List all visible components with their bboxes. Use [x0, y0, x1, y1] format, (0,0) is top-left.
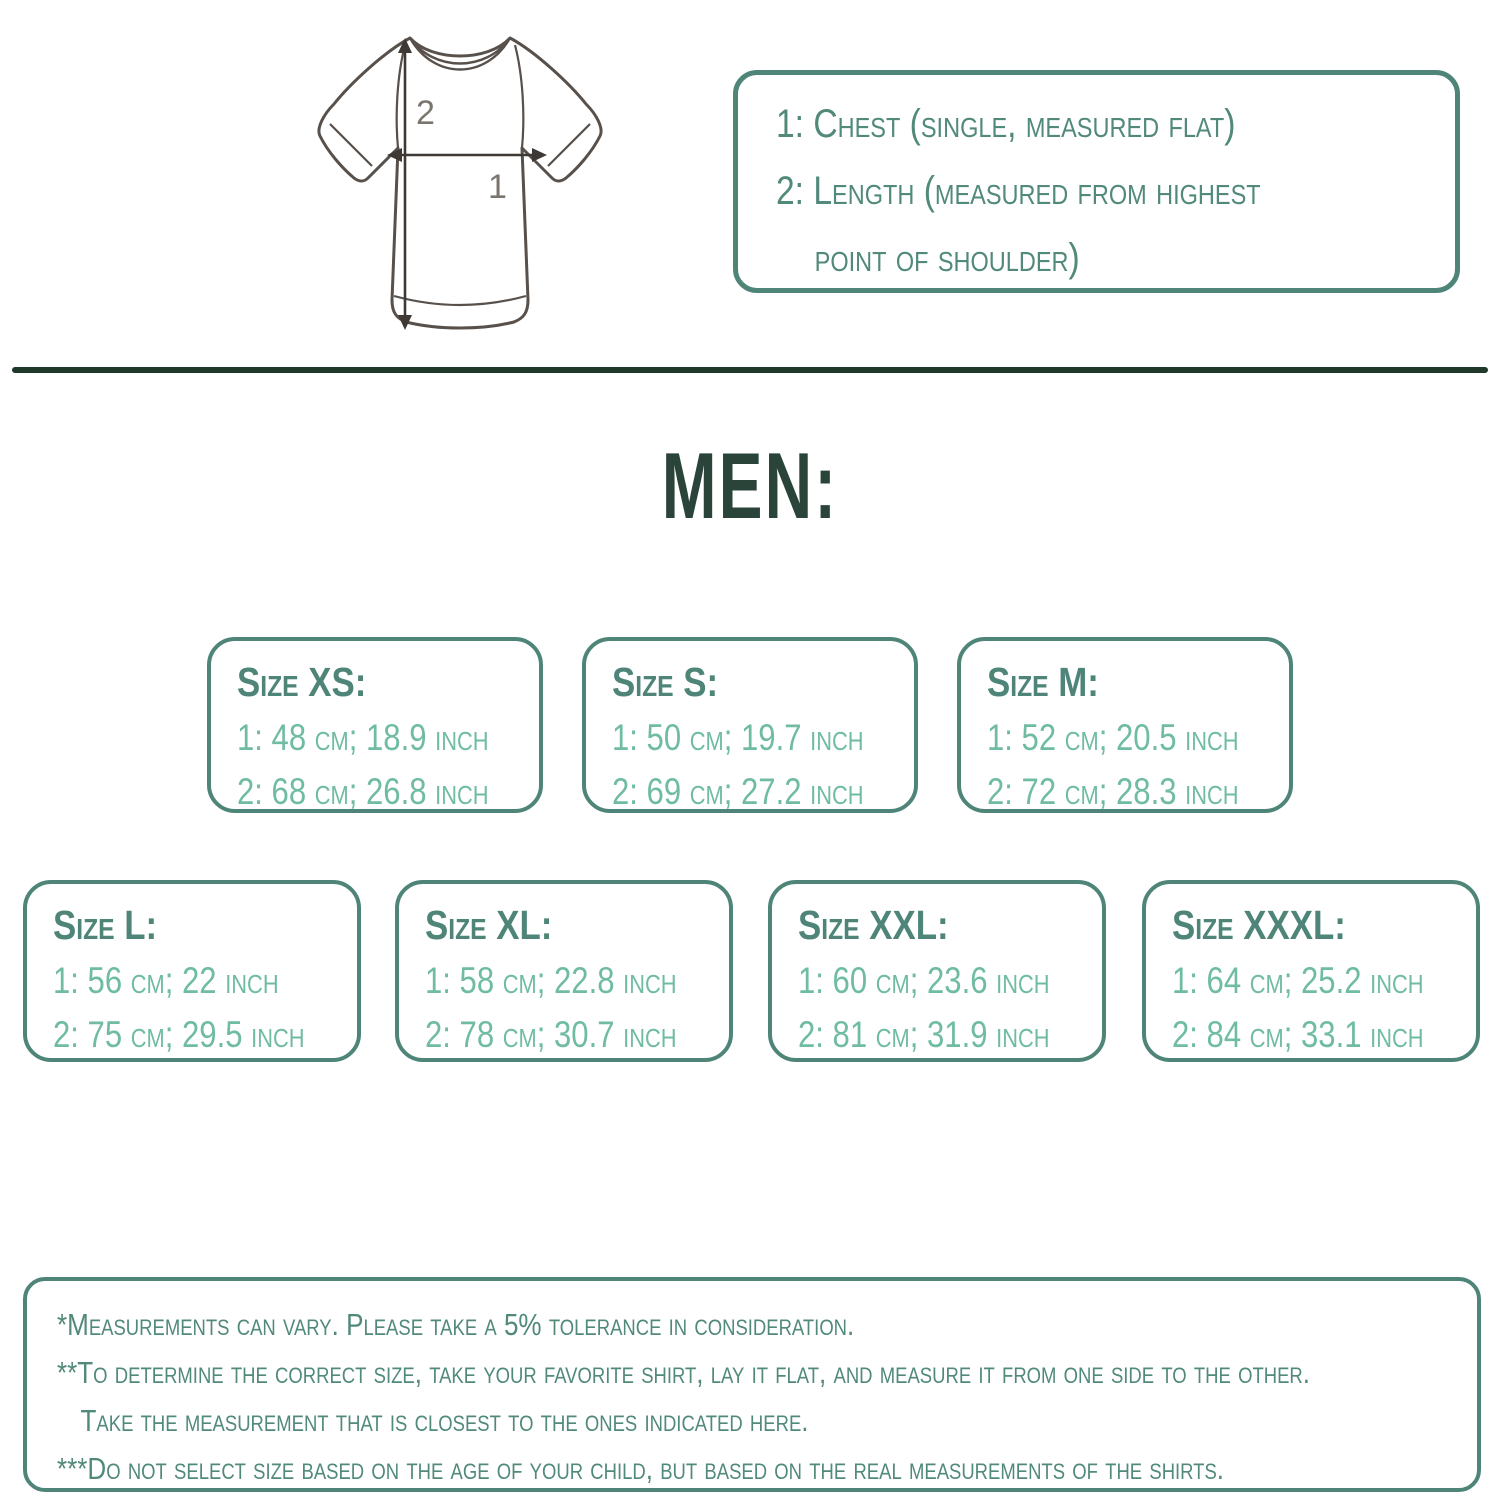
size-chest-value: 1: 58 cm; 22.8 inch	[425, 960, 677, 1001]
length-arrow	[398, 38, 412, 330]
size-chest-value: 1: 60 cm; 23.6 inch	[798, 960, 1050, 1001]
chest-arrow	[387, 148, 547, 162]
cuff-lines	[329, 123, 591, 167]
legend-line-chest: 1: Chest (single, measured flat)	[776, 102, 1236, 146]
notes-box: *Measurements can vary. Please take a 5%…	[23, 1277, 1481, 1492]
size-card-l: Size L: 1: 56 cm; 22 inch 2: 75 cm; 29.5…	[23, 880, 361, 1062]
tshirt-illustration: 2 1	[317, 36, 603, 330]
sleeve-seams	[395, 44, 525, 149]
size-chest-value: 1: 64 cm; 25.2 inch	[1172, 960, 1424, 1001]
size-chest-value: 1: 56 cm; 22 inch	[53, 960, 279, 1001]
size-length-value: 2: 75 cm; 29.5 inch	[53, 1014, 305, 1055]
size-chest-value: 1: 50 cm; 19.7 inch	[612, 717, 864, 758]
length-label: 2	[416, 94, 435, 132]
size-title: Size XXL:	[798, 902, 949, 948]
size-title: Size L:	[53, 902, 158, 948]
hem-line	[393, 294, 527, 307]
size-length-value: 2: 84 cm; 33.1 inch	[1172, 1014, 1424, 1055]
tshirt-diagram: 2 1	[298, 12, 622, 346]
chest-label: 1	[488, 168, 507, 206]
legend-line-length: 2: Length (measured from highest	[776, 169, 1261, 213]
size-title: Size XXXL:	[1172, 902, 1346, 948]
size-card-s: Size S: 1: 50 cm; 19.7 inch 2: 69 cm; 27…	[582, 637, 918, 813]
size-title: Size M:	[987, 659, 1099, 705]
size-card-m: Size M: 1: 52 cm; 20.5 inch 2: 72 cm; 28…	[957, 637, 1293, 813]
tshirt-outline	[317, 36, 603, 330]
note-measure-how: **To determine the correct size, take yo…	[57, 1355, 1311, 1390]
note-age-warning: ***Do not select size based on the age o…	[57, 1451, 1225, 1486]
size-chest-value: 1: 52 cm; 20.5 inch	[987, 717, 1239, 758]
size-title: Size S:	[612, 659, 719, 705]
collar-line	[408, 37, 512, 71]
section-title: MEN:	[661, 433, 839, 538]
size-title: Size XS:	[237, 659, 367, 705]
size-length-value: 2: 81 cm; 31.9 inch	[798, 1014, 1050, 1055]
size-card-xl: Size XL: 1: 58 cm; 22.8 inch 2: 78 cm; 3…	[395, 880, 733, 1062]
size-card-xxxl: Size XXXL: 1: 64 cm; 25.2 inch 2: 84 cm;…	[1142, 880, 1480, 1062]
size-length-value: 2: 72 cm; 28.3 inch	[987, 771, 1239, 812]
note-tolerance: *Measurements can vary. Please take a 5%…	[57, 1307, 855, 1342]
note-measure-how-cont: Take the measurement that is closest to …	[80, 1403, 809, 1438]
legend-line-length-cont: point of shoulder)	[814, 236, 1080, 280]
size-length-value: 2: 69 cm; 27.2 inch	[612, 771, 864, 812]
size-length-value: 2: 68 cm; 26.8 inch	[237, 771, 489, 812]
size-title: Size XL:	[425, 902, 553, 948]
size-chest-value: 1: 48 cm; 18.9 inch	[237, 717, 489, 758]
size-length-value: 2: 78 cm; 30.7 inch	[425, 1014, 677, 1055]
legend-box: 1: Chest (single, measured flat) 2: Leng…	[733, 70, 1460, 293]
size-card-xxl: Size XXL: 1: 60 cm; 23.6 inch 2: 81 cm; …	[768, 880, 1106, 1062]
size-card-xs: Size XS: 1: 48 cm; 18.9 inch 2: 68 cm; 2…	[207, 637, 543, 813]
divider-line	[12, 367, 1488, 373]
